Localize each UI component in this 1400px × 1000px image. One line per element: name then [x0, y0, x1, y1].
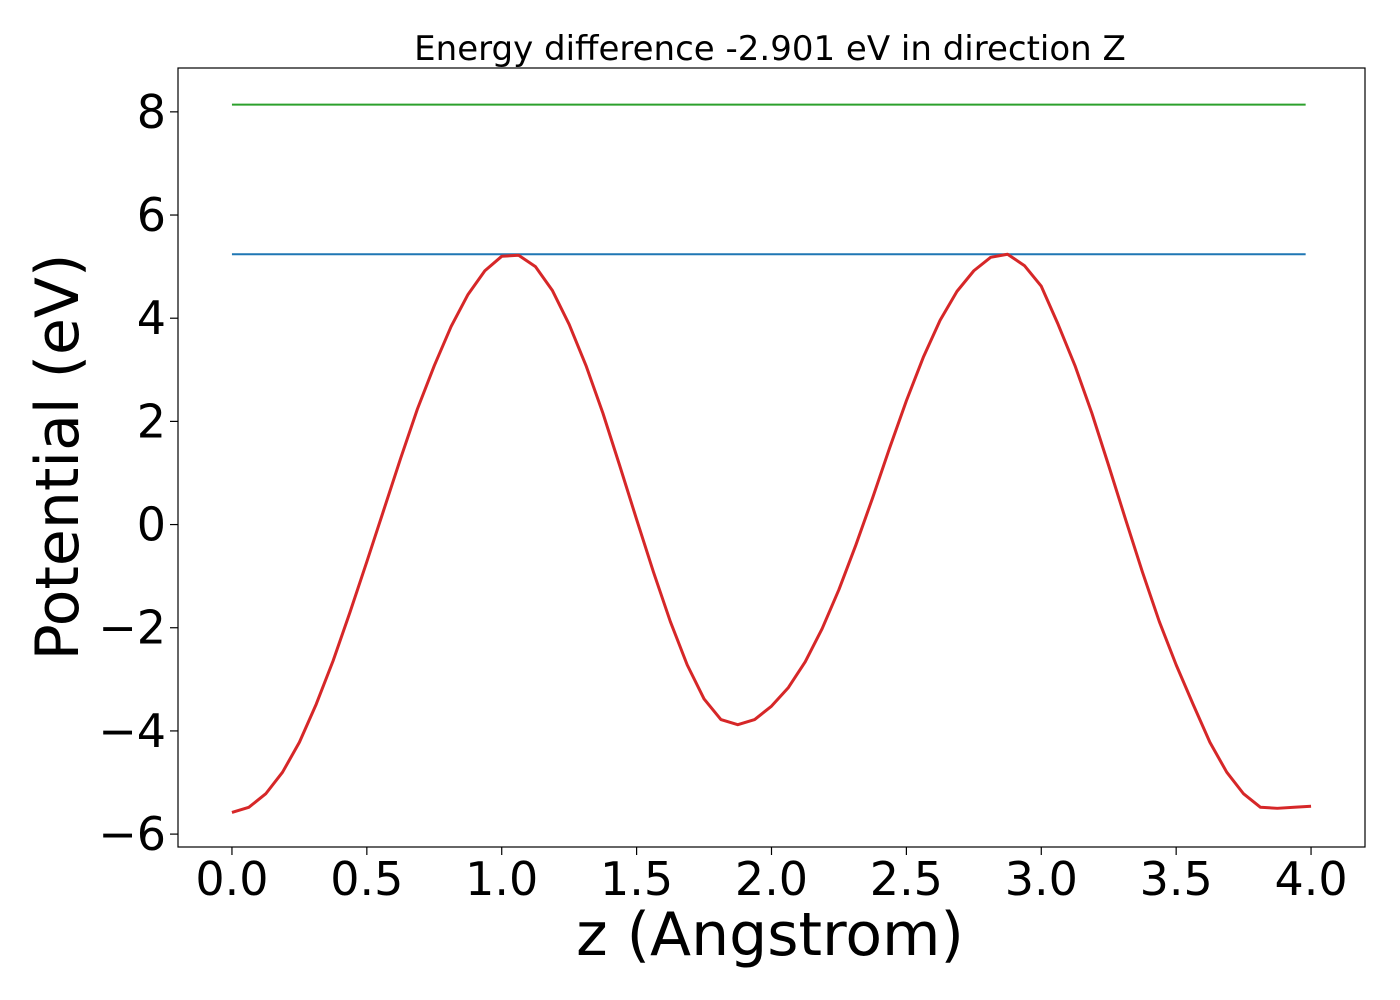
y-tick-label: −4	[98, 704, 166, 758]
x-tick-label: 2.0	[735, 852, 808, 906]
x-tick-label: 2.5	[870, 852, 943, 906]
x-tick-label: 3.0	[1005, 852, 1078, 906]
y-tick-label: 0	[137, 498, 166, 552]
red-potential-curve	[231, 252, 1312, 814]
plot-frame	[177, 67, 1366, 848]
y-axis: −6 −4 −2 0 2 4 6 8	[98, 85, 178, 861]
y-tick-label: 6	[137, 188, 166, 242]
y-axis-label: Potential (eV)	[23, 254, 93, 661]
y-tick-label: −2	[98, 601, 166, 655]
chart-title: Energy difference -2.901 eV in direction…	[414, 29, 1126, 69]
x-tick-label: 1.0	[465, 852, 538, 906]
x-tick-label: 0.0	[195, 852, 268, 906]
plot-lines	[231, 103, 1312, 814]
y-tick-label: 2	[137, 394, 166, 448]
y-tick-label: 4	[137, 291, 166, 345]
x-tick-label: 4.0	[1274, 852, 1347, 906]
x-axis: 0.0 0.5 1.0 1.5 2.0 2.5 3.0 3.5 4.0	[195, 847, 1348, 906]
x-tick-label: 1.5	[600, 852, 673, 906]
y-tick-label: 8	[137, 85, 166, 139]
x-axis-label: z (Angstrom)	[576, 900, 964, 970]
x-tick-label: 3.5	[1140, 852, 1213, 906]
x-tick-label: 0.5	[330, 852, 403, 906]
y-tick-label: −6	[98, 807, 166, 861]
